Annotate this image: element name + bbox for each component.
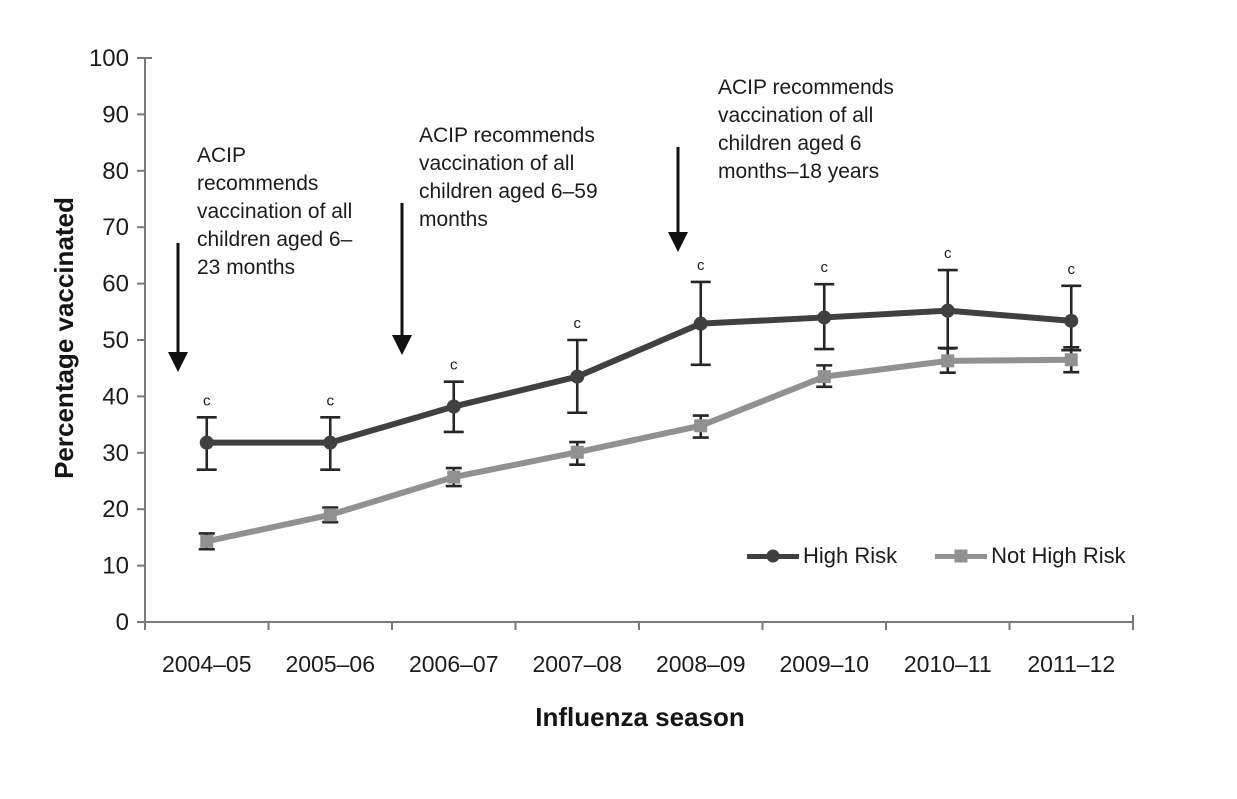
y-tick-label: 40 (102, 383, 129, 410)
significance-flag: c (574, 315, 582, 332)
annotation-acip-6-23-months: ACIP recommends vaccination of all child… (197, 144, 353, 279)
y-tick-label: 10 (102, 553, 129, 580)
data-point-square (570, 445, 584, 459)
y-axis-ticks: 0 10 20 30 40 50 60 70 80 90 100 (89, 45, 145, 636)
data-point-square (941, 354, 955, 368)
series-high-risk: c c c c c c c c (196, 245, 1082, 472)
y-tick-label: 60 (102, 271, 129, 298)
y-tick-label: 30 (102, 440, 129, 467)
arrow-head-down-icon (392, 335, 412, 355)
series-line (206, 356, 1072, 545)
series-not-high-risk (198, 346, 1080, 551)
annotation-acip-6-59-months: ACIP recommends vaccination of all child… (419, 124, 598, 231)
arrow-head-down-icon (668, 232, 688, 252)
legend-item-high-risk: High Risk (747, 543, 897, 569)
series-line (206, 307, 1072, 446)
y-tick-label: 90 (102, 101, 129, 128)
y-tick-label: 50 (102, 327, 129, 354)
x-tick-label: 2006–07 (409, 651, 499, 677)
x-axis-ticks: 2004–05 2005–06 2006–07 2007–08 2008–09 2009–… (144, 622, 1134, 677)
data-point-square (694, 419, 708, 433)
x-tick-label: 2008–09 (656, 651, 746, 677)
x-tick-label: 2005–06 (285, 651, 375, 677)
data-point-square (1064, 353, 1078, 367)
x-tick-label: 2009–10 (779, 651, 869, 677)
significance-flag: c (697, 257, 705, 274)
data-point-square (447, 470, 461, 484)
significance-flag: c (327, 392, 335, 409)
y-tick-label: 100 (89, 45, 129, 72)
y-tick-label: 0 (116, 609, 129, 636)
data-point-circle (940, 303, 955, 318)
significance-flag: c (944, 245, 952, 262)
legend: High Risk Not High Risk (747, 543, 1126, 569)
x-tick-label: 2010–11 (904, 651, 992, 677)
arrow-head-down-icon (168, 352, 188, 372)
legend-circle-marker-icon (747, 549, 799, 564)
significance-flag: c (450, 357, 458, 374)
significance-flag: c (203, 392, 211, 409)
data-point-circle (1064, 313, 1079, 328)
x-axis-title: Influenza season (535, 702, 745, 732)
data-point-circle (323, 435, 338, 450)
legend-label: High Risk (803, 543, 898, 568)
significance-flag: c (821, 259, 829, 276)
legend-item-not-high-risk: Not High Risk (935, 543, 1126, 569)
y-tick-label: 20 (102, 496, 129, 523)
data-point-circle (570, 369, 585, 384)
data-point-square (200, 534, 214, 548)
data-point-square (817, 370, 831, 384)
x-tick-label: 2007–08 (532, 651, 622, 677)
x-tick-label: 2004–05 (162, 651, 252, 677)
y-axis-title: Percentage vaccinated (49, 197, 79, 479)
y-tick-label: 80 (102, 158, 129, 185)
annotation-arrows (168, 147, 688, 372)
x-tick-label: 2011–12 (1027, 651, 1115, 677)
data-point-circle (199, 435, 214, 450)
significance-flag: c (1068, 261, 1076, 278)
legend-square-marker-icon (935, 549, 988, 564)
annotation-acip-6mo-18yr: ACIP recommends vaccination of all child… (718, 76, 894, 183)
legend-label: Not High Risk (991, 543, 1126, 568)
data-point-circle (446, 399, 461, 414)
data-point-circle (693, 316, 708, 331)
y-tick-label: 70 (102, 214, 129, 241)
data-point-circle (817, 310, 832, 325)
data-point-square (323, 508, 337, 522)
